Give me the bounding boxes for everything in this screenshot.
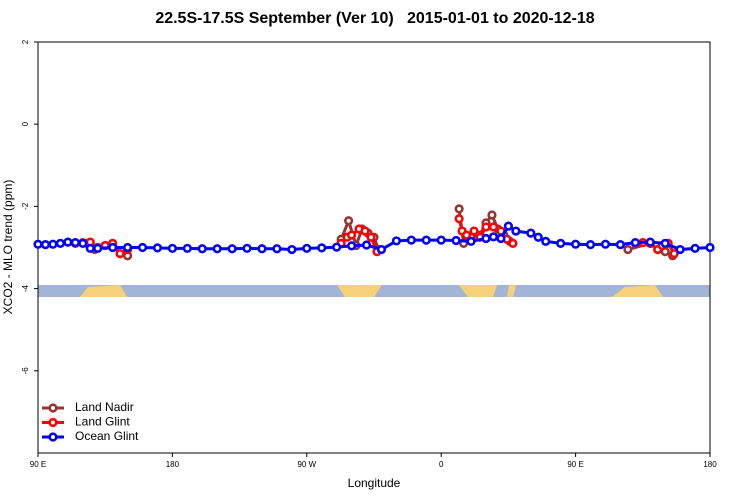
data-point [511, 226, 521, 236]
data-point [122, 242, 133, 253]
land-strip [459, 285, 497, 297]
data-point [287, 244, 297, 255]
data-point [376, 244, 387, 255]
data-point [541, 236, 551, 246]
data-point [690, 243, 700, 253]
data-point [137, 242, 148, 253]
surface-strip [38, 285, 710, 297]
data-point [317, 243, 327, 253]
data-point [272, 244, 282, 254]
chart-title: 22.5S-17.5S September (Ver 10) 2015-01-0… [155, 10, 594, 27]
data-point [481, 222, 491, 232]
data-point [85, 243, 95, 253]
data-point [669, 249, 679, 259]
data-point [344, 216, 354, 226]
data-point [461, 230, 472, 240]
y-axis-label: XCO2 - MLO trend (ppm) [1, 180, 15, 315]
data-point [182, 243, 192, 253]
legend-label: Ocean Glint [75, 429, 139, 443]
data-point [63, 237, 73, 247]
data-point [167, 243, 177, 253]
data-point [533, 232, 543, 242]
y-tick-label: -4 [21, 284, 30, 292]
data-point [508, 238, 518, 248]
x-tick-label: 90 E [567, 460, 583, 469]
y-tick-label: 2 [21, 39, 30, 44]
data-point [623, 244, 633, 255]
data-point [115, 249, 125, 259]
data-point [242, 243, 252, 253]
x-tick-label: 90 E [30, 460, 46, 469]
data-point [487, 210, 497, 220]
data-point [70, 237, 80, 248]
data-point [33, 239, 43, 249]
land-strip [507, 285, 516, 297]
data-point [481, 233, 491, 244]
data-point [391, 236, 402, 246]
data-point [361, 240, 372, 250]
x-axis-label: Longitude [348, 476, 401, 490]
data-point [600, 239, 611, 249]
data-point [436, 235, 446, 245]
data-point [197, 244, 207, 254]
data-point [40, 240, 51, 250]
legend-marker [48, 403, 58, 413]
data-point [360, 226, 370, 236]
data-point [48, 239, 58, 249]
data-point [454, 214, 464, 224]
x-tick-label: 0 [439, 460, 444, 469]
data-point [454, 204, 464, 214]
legend-label: Land Nadir [75, 400, 134, 414]
data-point [93, 243, 103, 253]
data-point [347, 241, 357, 251]
data-point [645, 237, 655, 247]
data-point [451, 235, 461, 246]
data-point [570, 239, 581, 249]
data-point [675, 244, 685, 255]
data-point [366, 232, 376, 242]
data-point [556, 238, 566, 248]
land-strip [337, 285, 382, 297]
data-point [108, 242, 118, 253]
x-tick-label: 180 [703, 460, 717, 469]
data-point [421, 235, 431, 245]
data-point [660, 238, 670, 248]
legend-label: Land Glint [75, 415, 130, 429]
y-tick-label: -6 [21, 367, 30, 375]
data-point [152, 243, 163, 253]
data-point [466, 236, 476, 246]
x-tick-label: 180 [166, 460, 180, 469]
data-point [705, 242, 715, 253]
data-point [55, 238, 66, 248]
data-point [332, 242, 342, 252]
data-point [78, 238, 88, 248]
legend-marker [48, 432, 58, 442]
x-tick-label: 90 W [297, 460, 316, 469]
data-point [496, 233, 506, 244]
data-point [227, 244, 237, 254]
data-point [526, 228, 536, 238]
data-point [469, 226, 479, 236]
land-strip [80, 285, 127, 297]
data-point [212, 244, 222, 254]
data-point [585, 240, 596, 250]
land-strip [612, 285, 663, 297]
data-point [488, 232, 499, 242]
data-point [406, 235, 416, 245]
data-point [302, 243, 312, 253]
y-tick-label: 0 [21, 121, 30, 126]
data-point [257, 244, 267, 254]
data-point [488, 222, 499, 232]
data-point [503, 221, 514, 231]
data-point [347, 230, 357, 240]
legend-marker [48, 417, 58, 428]
data-point [615, 240, 626, 250]
y-tick-label: -2 [21, 202, 30, 210]
data-point [630, 237, 640, 248]
